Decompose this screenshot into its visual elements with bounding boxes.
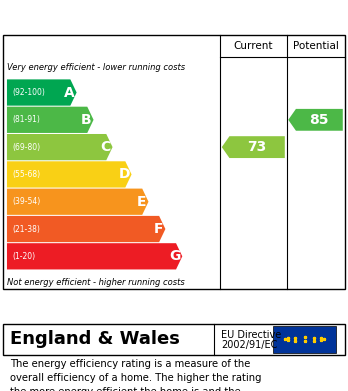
Polygon shape [7,79,77,106]
Text: 2002/91/EC: 2002/91/EC [221,340,277,350]
Text: E: E [137,195,147,209]
Text: (21-38): (21-38) [12,224,40,233]
Polygon shape [222,136,285,158]
Text: B: B [81,113,92,127]
Text: C: C [101,140,111,154]
Text: G: G [169,249,181,263]
Text: Energy Efficiency Rating: Energy Efficiency Rating [9,9,219,23]
Text: F: F [154,222,164,236]
Polygon shape [7,161,132,188]
Polygon shape [7,216,165,242]
Text: The energy efficiency rating is a measure of the
overall efficiency of a home. T: The energy efficiency rating is a measur… [10,359,262,391]
Polygon shape [7,188,149,215]
Polygon shape [7,134,112,160]
Polygon shape [288,109,343,131]
Bar [273,326,336,353]
Text: Current: Current [234,41,273,51]
Polygon shape [7,243,182,269]
Text: Potential: Potential [293,41,339,51]
Text: (92-100): (92-100) [12,88,45,97]
Text: (55-68): (55-68) [12,170,40,179]
Text: D: D [118,167,130,181]
Text: England & Wales: England & Wales [10,330,180,348]
Text: (39-54): (39-54) [12,197,40,206]
Text: 85: 85 [310,113,329,127]
Text: EU Directive: EU Directive [221,330,281,339]
Text: 73: 73 [247,140,267,154]
Text: (81-91): (81-91) [12,115,40,124]
Text: (69-80): (69-80) [12,143,40,152]
Text: A: A [64,86,75,100]
Text: (1-20): (1-20) [12,252,35,261]
Polygon shape [7,107,94,133]
Text: Very energy efficient - lower running costs: Very energy efficient - lower running co… [7,63,185,72]
Text: Not energy efficient - higher running costs: Not energy efficient - higher running co… [7,278,185,287]
